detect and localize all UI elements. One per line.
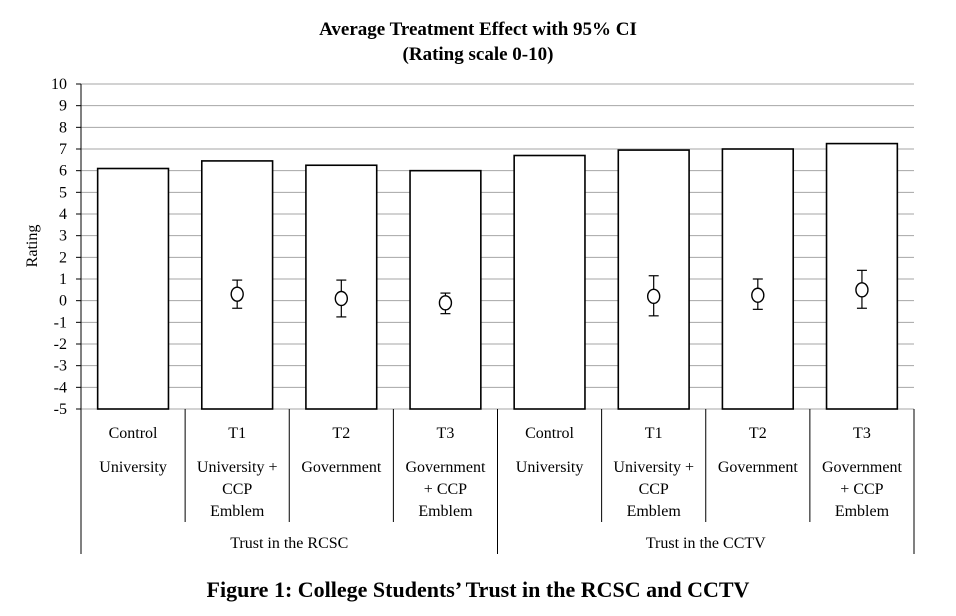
category-label: Government bbox=[301, 459, 382, 476]
treatment-label: T3 bbox=[853, 425, 871, 442]
bar bbox=[409, 169, 482, 410]
treatment-effects bbox=[230, 269, 869, 318]
y-tick-label: 9 bbox=[59, 98, 67, 115]
category-label: + CCP bbox=[840, 481, 883, 498]
group-label: Trust in the CCTV bbox=[646, 535, 766, 552]
category-label: University + bbox=[197, 459, 278, 476]
bar bbox=[96, 167, 170, 410]
effect-point bbox=[230, 286, 244, 302]
axes bbox=[76, 83, 82, 410]
category-label: Government bbox=[405, 459, 486, 476]
y-tick-label: 8 bbox=[59, 119, 67, 136]
bars bbox=[96, 142, 899, 410]
group-label: Trust in the RCSC bbox=[230, 535, 348, 552]
category-label: Emblem bbox=[835, 503, 890, 520]
category-label: University bbox=[99, 459, 167, 476]
effect-point bbox=[438, 295, 453, 311]
category-label: Emblem bbox=[627, 503, 682, 520]
y-tick-label: -5 bbox=[54, 401, 67, 418]
category-label: Government bbox=[718, 459, 799, 476]
y-tick-label: -3 bbox=[54, 358, 67, 375]
y-tick-label: 5 bbox=[59, 184, 67, 201]
y-tick-label: 4 bbox=[59, 206, 67, 223]
treatment-label: T2 bbox=[332, 425, 350, 442]
y-tick-label: 1 bbox=[59, 271, 67, 288]
effect-point bbox=[751, 287, 765, 303]
treatment-label: T2 bbox=[749, 425, 767, 442]
y-tick-label: -2 bbox=[54, 336, 67, 353]
effect-point bbox=[334, 290, 349, 307]
treatment-label: T3 bbox=[437, 425, 455, 442]
y-tick-label: -1 bbox=[54, 314, 67, 331]
category-label: University bbox=[516, 459, 584, 476]
y-tick-label: 3 bbox=[59, 228, 67, 245]
y-tick-label: 6 bbox=[59, 163, 67, 180]
category-label: Government bbox=[822, 459, 903, 476]
y-tick-label: -4 bbox=[54, 379, 67, 396]
figure-caption: Figure 1: College Students’ Trust in the… bbox=[207, 577, 750, 602]
y-tick-label: 2 bbox=[59, 249, 67, 266]
treatment-label: Control bbox=[525, 425, 574, 442]
category-table: Control University T1 University + CCP Emblem… bbox=[80, 409, 915, 554]
treatment-label: T1 bbox=[228, 425, 246, 442]
treatment-label: Control bbox=[109, 425, 158, 442]
y-tick-label: 7 bbox=[59, 141, 67, 158]
chart-title: Average Treatment Effect with 95% CI bbox=[319, 19, 637, 40]
chart-subtitle: (Rating scale 0-10) bbox=[403, 44, 554, 65]
y-tick-label: 10 bbox=[51, 76, 67, 93]
category-label: CCP bbox=[222, 481, 252, 498]
effect-point bbox=[646, 288, 661, 305]
category-label: CCP bbox=[639, 481, 669, 498]
y-axis-title: Rating bbox=[24, 225, 41, 268]
bar bbox=[513, 154, 586, 410]
category-label: Emblem bbox=[418, 503, 473, 520]
category-label: University + bbox=[613, 459, 694, 476]
category-label: Emblem bbox=[210, 503, 265, 520]
category-label: + CCP bbox=[424, 481, 467, 498]
treatment-label: T1 bbox=[645, 425, 663, 442]
y-tick-label: 0 bbox=[59, 293, 67, 310]
effect-point bbox=[855, 282, 869, 298]
